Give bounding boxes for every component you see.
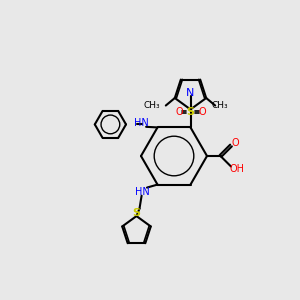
- Text: O: O: [175, 107, 183, 117]
- Text: S: S: [187, 107, 194, 117]
- Text: S: S: [133, 208, 140, 218]
- Text: HN: HN: [134, 118, 148, 128]
- Text: HN: HN: [135, 187, 150, 197]
- Text: O: O: [232, 137, 239, 148]
- Text: CH₃: CH₃: [212, 101, 228, 110]
- Text: OH: OH: [230, 164, 244, 175]
- Text: CH₃: CH₃: [144, 101, 160, 110]
- Text: N: N: [186, 88, 195, 98]
- Text: O: O: [198, 107, 206, 117]
